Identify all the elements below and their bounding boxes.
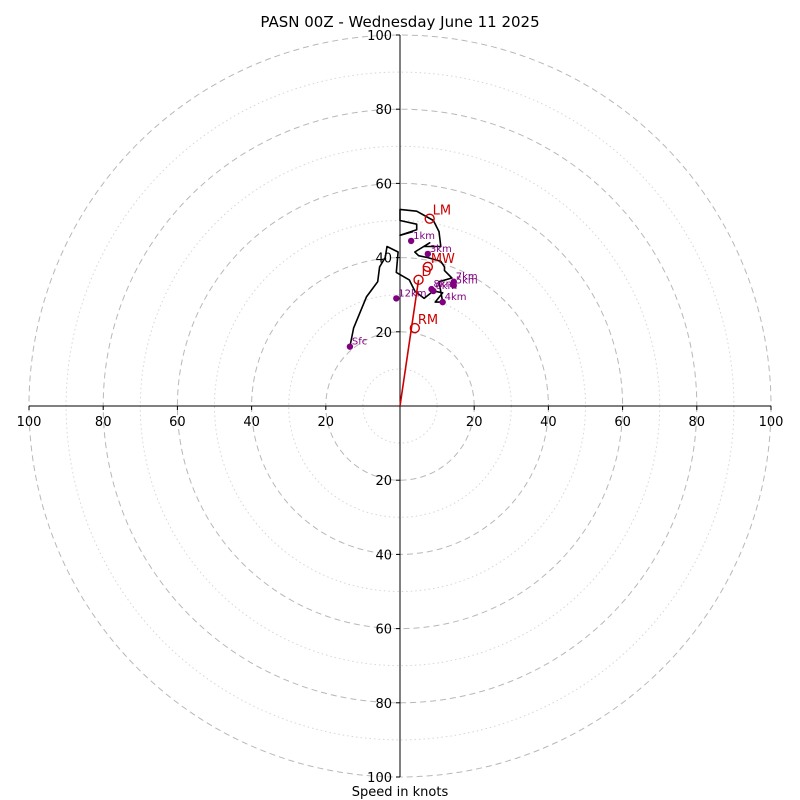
storm-motion-marker — [413, 274, 424, 286]
storm-motion-label: MW — [431, 252, 455, 267]
height-marker-label: 7km — [456, 272, 478, 283]
storm-motion: LM MWD RM — [399, 204, 455, 407]
y-tick-label: 60 — [375, 623, 392, 638]
y-tick-label: 20 — [375, 474, 392, 489]
height-marker-label: 6km — [435, 281, 457, 292]
height-marker-label: 12km — [398, 288, 426, 299]
storm-motion-marker — [422, 261, 434, 273]
height-marker-dot — [407, 237, 415, 245]
height-marker-dot — [424, 250, 432, 258]
height-marker-label: 1km — [413, 231, 435, 242]
storm-motion-label: RM — [418, 313, 438, 328]
height-marker-dot — [393, 295, 400, 302]
y-tick-label: 100 — [367, 771, 392, 786]
x-tick-label: 60 — [169, 415, 186, 430]
y-tick-label: 80 — [375, 697, 392, 712]
hodograph-trace — [349, 208, 453, 347]
shear-vector-line — [399, 279, 420, 407]
y-tick-label: 60 — [375, 177, 392, 192]
x-tick-label: 40 — [540, 415, 557, 430]
height-marker-dot — [439, 298, 446, 306]
y-tick-label: 80 — [375, 103, 392, 118]
x-tick-label: 60 — [614, 415, 631, 430]
storm-motion-marker — [424, 213, 435, 224]
hodograph-line — [349, 208, 453, 347]
height-marker-label: 3km — [430, 244, 452, 255]
x-tick-label: 40 — [243, 415, 260, 430]
x-tick-label: 100 — [759, 415, 784, 430]
height-marker-dot — [346, 343, 354, 350]
height-marker-dot — [450, 278, 457, 285]
x-tick-label: 80 — [95, 415, 112, 430]
storm-motion-label: D — [422, 265, 432, 280]
storm-motion-marker — [409, 322, 421, 334]
height-marker-label: Sfc — [352, 337, 367, 348]
storm-motion-label: LM — [433, 204, 451, 219]
tick-labels: 100 80 60 40 20 20 40 60 80 100100806040202040608… — [17, 29, 784, 786]
x-tick-label: 100 — [17, 415, 42, 430]
x-axis-label: Speed in knots — [352, 785, 449, 800]
x-tick-label: 20 — [318, 415, 335, 430]
x-tick-label: 20 — [466, 415, 483, 430]
y-tick-label: 40 — [375, 548, 392, 563]
chart-title: PASN 00Z - Wednesday June 11 2025 — [260, 13, 539, 31]
y-tick-label: 20 — [375, 326, 392, 341]
height-marker-label: 8km — [434, 279, 456, 290]
x-tick-label: 80 — [689, 415, 706, 430]
y-tick-label: 100 — [367, 29, 392, 44]
height-marker-label: 4km — [445, 292, 467, 303]
height-marker-dot — [428, 285, 435, 293]
height-marker-label: 5km — [456, 275, 478, 286]
